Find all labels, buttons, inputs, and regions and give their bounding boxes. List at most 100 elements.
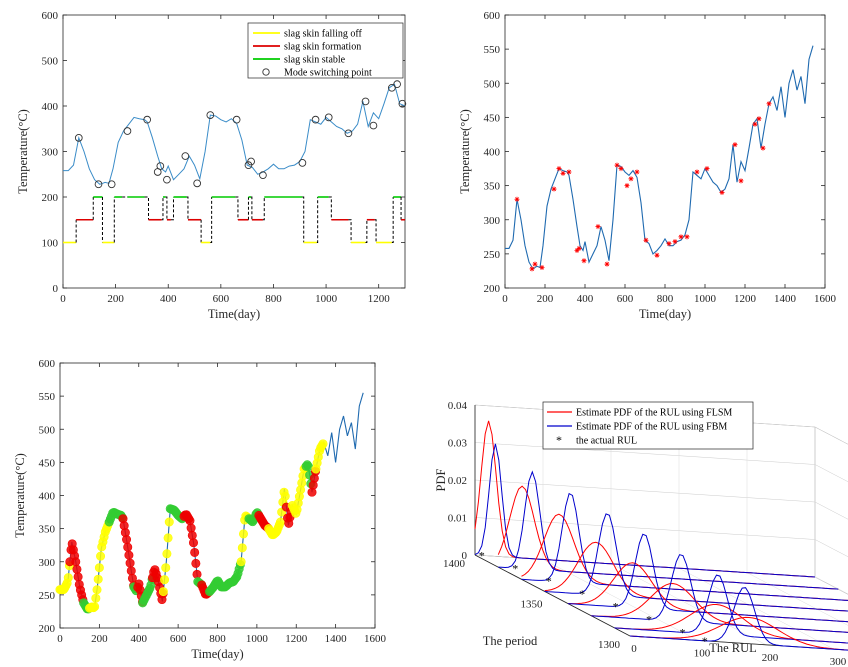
mode-point	[96, 551, 106, 561]
y-axis-label: Temperature(°C)	[458, 109, 472, 194]
switching-point-marker	[732, 142, 738, 148]
switching-point-marker	[666, 241, 672, 247]
x-tick-label: 1200	[285, 633, 308, 645]
switching-point	[143, 115, 152, 124]
y-axis-label: Temperature(°C)	[13, 453, 27, 538]
y-tick-label: 350	[39, 524, 56, 536]
mode-transition	[186, 196, 189, 220]
x-tick-label: 600	[617, 293, 634, 305]
switching-point-marker	[654, 252, 660, 258]
x-tick-label: 300	[830, 656, 847, 667]
mode-point	[161, 563, 171, 573]
fbm-pdf-curve	[498, 470, 839, 590]
mode-point	[160, 575, 170, 585]
mode-point	[94, 563, 104, 573]
switching-point	[181, 152, 190, 160]
mode-transition	[210, 197, 213, 243]
side-wall	[814, 426, 848, 595]
mode-point	[73, 572, 83, 582]
legend-swatch: *	[556, 433, 562, 447]
switching-point-marker	[618, 166, 624, 172]
x-axis-label: Time(day)	[639, 307, 691, 321]
y-tick-label: 450	[484, 112, 501, 124]
switching-point-marker	[628, 176, 634, 182]
fbm-pdf-curve	[567, 533, 848, 623]
x-tick-label: 400	[577, 293, 594, 305]
switching-point-marker	[678, 234, 684, 240]
mode-transition	[316, 197, 319, 243]
mode-transition	[165, 196, 168, 220]
mode-point	[123, 542, 133, 552]
switching-point	[393, 80, 401, 89]
switching-point-marker	[574, 247, 580, 253]
switching-point	[259, 171, 267, 180]
y-tick-label: 400	[42, 101, 59, 113]
mode-point	[126, 566, 136, 576]
y-tick-label: 500	[39, 424, 56, 436]
x-tick-label: 1400	[325, 633, 348, 645]
switching-point-marker	[539, 265, 545, 271]
switching-point-marker	[719, 189, 725, 195]
legend-label: Mode switching point	[284, 68, 372, 79]
grid-line	[474, 442, 848, 483]
switching-point	[156, 162, 165, 170]
switching-point-marker	[684, 234, 690, 240]
x-tick-label: 1200	[368, 293, 391, 305]
fbm-pdf-curve	[474, 443, 816, 578]
temperature-line	[505, 45, 814, 270]
x-tick-label: 600	[213, 293, 230, 305]
switching-point-marker	[643, 237, 649, 243]
x-tick-label: 1400	[774, 293, 797, 305]
switching-point-marker	[566, 169, 572, 175]
x-tick-label: 800	[657, 293, 674, 305]
switching-point-marker	[756, 116, 762, 122]
switching-point	[74, 134, 83, 142]
legend-swatch	[262, 68, 270, 76]
chart-bl-axes: 0 200 400 600 800 1000 1200 1400 160020025030035…	[13, 358, 387, 661]
switching-point-marker	[738, 178, 744, 184]
y-tick-label: 250	[39, 590, 56, 602]
legend: Estimate PDF of the RUL using FLSM Estima…	[542, 401, 754, 450]
mode-point	[318, 439, 328, 449]
x-tick-label: 1200	[734, 293, 757, 305]
actual-rul-marker: *	[680, 625, 686, 639]
switching-point-marker	[614, 162, 620, 168]
mode-point	[303, 462, 313, 472]
actual-rul-marker: *	[646, 612, 652, 626]
x-tick-label: 0	[631, 643, 637, 655]
mode-transition	[328, 196, 332, 220]
x-tick-label: 1000	[246, 633, 269, 645]
mode-transition	[348, 219, 352, 243]
mode-point	[190, 547, 200, 557]
mode-transition	[144, 196, 149, 220]
x-tick-label: 0	[502, 293, 508, 305]
x-axis-label: Time(day)	[191, 647, 243, 661]
actual-rul-marker: *	[613, 600, 619, 614]
chart-br-axes: 00.010.020.030.0401002003004005001300135…	[434, 400, 848, 667]
switching-point	[311, 115, 320, 124]
x-tick-label: 200	[762, 652, 779, 664]
grid-line	[814, 427, 848, 595]
x-tick-label: 800	[209, 633, 226, 645]
x-axis-label: The RUL	[709, 641, 757, 655]
y-tick-label: 1350	[521, 599, 544, 611]
y-tick-label: 500	[42, 56, 59, 68]
switching-point-marker	[529, 266, 535, 272]
mode-transition	[170, 197, 174, 221]
x-tick-label: 400	[160, 293, 177, 305]
switching-point	[107, 180, 116, 189]
y-tick-label: 100	[42, 238, 59, 250]
y-axis-label: The period	[483, 634, 538, 648]
fbm-pdf-curve	[591, 554, 848, 633]
legend-label: slag skin stable	[284, 55, 346, 66]
mode-point	[72, 564, 82, 574]
x-tick-label: 200	[107, 293, 124, 305]
legend-label: slag skin formation	[284, 42, 361, 53]
grid-line	[678, 418, 835, 650]
fbm-pdf-curve	[614, 574, 848, 644]
switching-point-marker	[560, 170, 566, 176]
mode-point	[188, 538, 198, 548]
plot-frame	[504, 14, 826, 289]
y-tick-label: 200	[42, 192, 59, 204]
x-tick-label: 1000	[315, 293, 338, 305]
